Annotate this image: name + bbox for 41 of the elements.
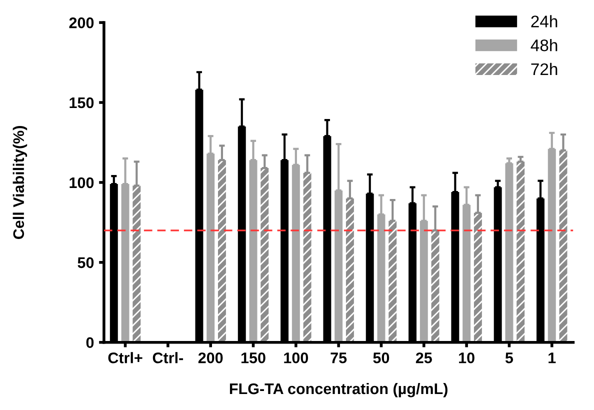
bar <box>559 150 568 342</box>
x-tick-label: 100 <box>284 352 308 364</box>
x-axis-title: FLG-TA concentration (µg/mL) <box>230 382 448 398</box>
bar <box>334 190 343 342</box>
bar <box>431 230 440 342</box>
x-tick-label: 25 <box>416 352 432 364</box>
bar <box>132 186 141 342</box>
y-tick-label: 0 <box>86 337 94 348</box>
legend-label: 72h <box>531 62 558 75</box>
x-tick-label: 200 <box>198 352 223 364</box>
x-tick-label: 1 <box>548 352 556 364</box>
bar <box>388 220 397 342</box>
x-tick-label: 50 <box>373 352 390 364</box>
bar <box>260 168 269 342</box>
x-tick-label: 75 <box>330 352 347 364</box>
legend-label: 48h <box>530 39 558 52</box>
bar <box>121 184 130 342</box>
x-tick-label: Ctrl- <box>152 352 184 364</box>
bar <box>206 154 215 342</box>
bar <box>218 160 226 342</box>
bar <box>474 212 482 342</box>
bar <box>505 163 514 342</box>
bar <box>420 220 428 342</box>
bar <box>516 162 525 342</box>
bar <box>462 204 471 342</box>
legend-label: 24h <box>531 15 558 28</box>
y-tick-label: 100 <box>70 177 94 188</box>
bar <box>548 148 556 342</box>
bar <box>292 164 300 342</box>
bar <box>346 198 354 342</box>
x-tick-label: 10 <box>459 352 474 364</box>
bar <box>303 172 312 342</box>
y-axis-title: Cell Viability(%) <box>12 126 28 239</box>
x-tick-label: 5 <box>505 352 514 364</box>
x-tick-label: Ctrl+ <box>108 352 142 364</box>
y-tick-label: 150 <box>70 97 94 108</box>
y-tick-label: 50 <box>78 257 94 268</box>
x-tick-label: 150 <box>241 352 266 364</box>
bar <box>249 160 258 342</box>
bar <box>377 214 386 342</box>
y-tick-label: 200 <box>69 17 94 28</box>
